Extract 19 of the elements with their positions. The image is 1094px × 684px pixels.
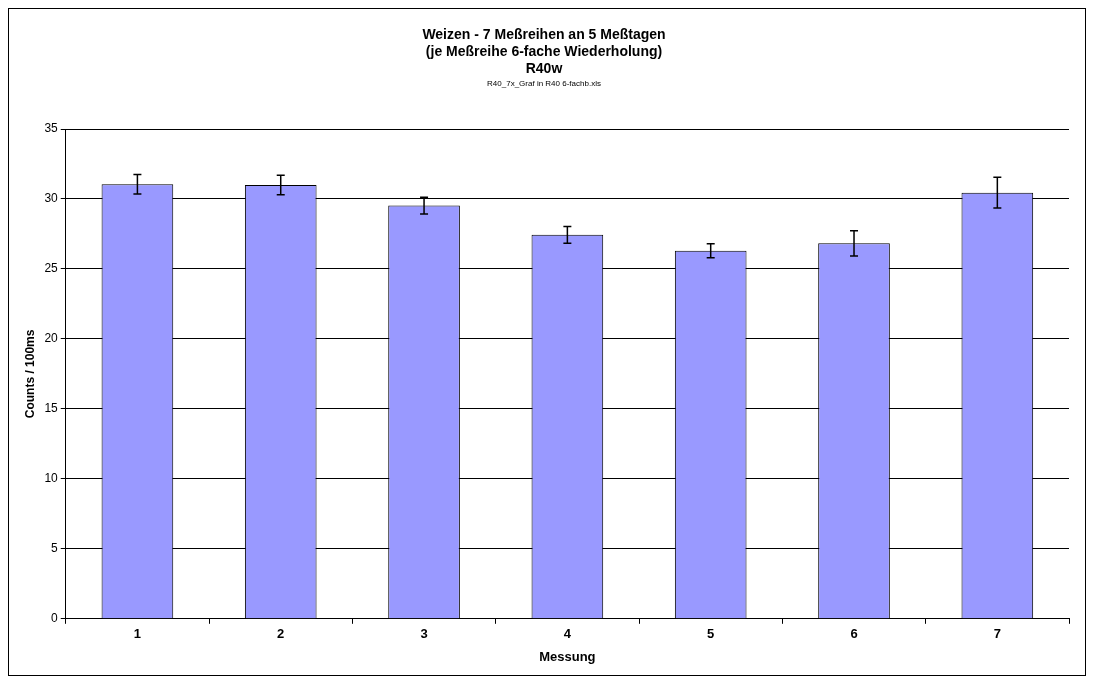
x-tick-label: 3 <box>420 626 428 642</box>
x-tick-label: 6 <box>850 626 858 642</box>
y-tick-label: 15 <box>44 401 59 416</box>
chart-subtitle: R40_7x_Graf in R40 6-fachb.xls <box>487 79 601 89</box>
y-tick-label: 0 <box>51 611 59 626</box>
y-tick-label: 5 <box>51 541 59 556</box>
y-tick-label: 10 <box>44 471 59 486</box>
y-tick-label: 20 <box>44 331 59 346</box>
x-tick-label: 2 <box>277 626 285 642</box>
y-tick-label: 25 <box>44 261 59 276</box>
y-tick-label: 35 <box>44 121 59 136</box>
x-axis-title: Messung <box>539 648 596 664</box>
y-axis-title: Counts / 100ms <box>22 329 37 419</box>
x-tick-label: 4 <box>563 626 572 642</box>
chart-title: Weizen - 7 Meßreihen an 5 Meßtagen (je Meßreihe 6-fache Wiederholung) R40w <box>422 26 666 76</box>
x-tick-label: 7 <box>993 626 1001 642</box>
x-tick-label: 1 <box>133 626 142 642</box>
y-tick-label: 30 <box>44 191 59 206</box>
x-tick-label: 5 <box>707 626 715 642</box>
